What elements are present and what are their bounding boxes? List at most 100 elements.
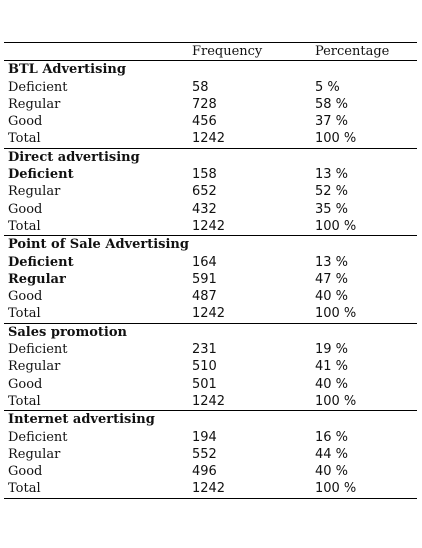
row-label: Deficient (8, 254, 74, 270)
table-row: Total 1242 100 % (4, 393, 417, 411)
frequency-cell: 552 (191, 446, 217, 462)
table-row: Good 487 40 % (4, 288, 417, 305)
table-row: Regular 552 44 % (4, 446, 417, 463)
table-row: Total 1242 100 % (4, 130, 417, 148)
frequency-cell: 194 (191, 429, 217, 445)
table-row: Deficient 158 13 % (4, 166, 417, 183)
row-label: Good (8, 464, 43, 480)
row-label: Deficient (8, 79, 68, 95)
empty-cell (188, 322, 312, 342)
row-label: Deficient (8, 167, 74, 183)
empty-cell (311, 147, 417, 167)
frequency-cell: 1242 (191, 218, 226, 234)
section-title: Internet advertising (4, 410, 189, 429)
percentage-cell: 35 % (314, 201, 348, 217)
percentage-cell: 100 % (314, 218, 357, 234)
percentage-cell: 52 % (314, 184, 348, 200)
table-row: Total 1242 100 % (4, 305, 417, 323)
percentage-cell: 5 % (314, 79, 340, 95)
row-label: Regular (8, 359, 61, 375)
section-header-row: Point of Sale Advertising (4, 235, 417, 254)
frequency-cell: 231 (191, 342, 217, 358)
empty-cell (311, 410, 417, 429)
row-label: Good (8, 376, 43, 392)
percentage-cell: 40 % (314, 464, 348, 480)
frequency-cell: 510 (191, 359, 217, 375)
empty-cell (311, 235, 417, 254)
row-label: Regular (8, 184, 61, 200)
percentage-cell: 13 % (314, 167, 348, 183)
section-header-row: Internet advertising (4, 410, 417, 429)
section-title: Direct advertising (4, 147, 189, 167)
percentage-cell: 100 % (314, 131, 357, 147)
frequency-cell: 1242 (191, 131, 226, 147)
frequency-cell: 728 (191, 96, 217, 112)
row-label: Total (8, 306, 41, 322)
frequency-cell: 1242 (191, 481, 226, 497)
row-label: Total (8, 393, 41, 409)
percentage-cell: 100 % (314, 306, 357, 322)
frequency-cell: 591 (191, 271, 217, 287)
empty-cell (188, 147, 312, 167)
row-label: Good (8, 114, 43, 130)
table-row: Good 496 40 % (4, 463, 417, 480)
header-percentage: Percentage (314, 44, 390, 59)
percentage-cell: 40 % (314, 376, 348, 392)
table-row: Regular 652 52 % (4, 183, 417, 200)
table-row: Deficient 194 16 % (4, 429, 417, 446)
table-row: Deficient 58 5 % (4, 79, 417, 96)
percentage-cell: 44 % (314, 446, 348, 462)
row-label: Regular (8, 96, 61, 112)
table-row: Deficient 164 13 % (4, 254, 417, 271)
table-row: Good 432 35 % (4, 201, 417, 218)
frequency-cell: 487 (191, 289, 217, 305)
frequency-cell: 58 (191, 79, 209, 95)
row-label: Good (8, 201, 43, 217)
frequency-cell: 496 (191, 464, 217, 480)
section-title: BTL Advertising (4, 60, 189, 79)
row-label: Deficient (8, 342, 68, 358)
percentage-cell: 40 % (314, 289, 348, 305)
percentage-cell: 13 % (314, 254, 348, 270)
frequency-table: Frequency Percentage BTL Advertising Defi… (4, 42, 417, 499)
table-body: Frequency Percentage BTL Advertising Defi… (4, 43, 417, 499)
table-header-row: Frequency Percentage (4, 43, 417, 61)
section-title: Point of Sale Advertising (4, 235, 189, 254)
table-row: Regular 591 47 % (4, 271, 417, 288)
percentage-cell: 100 % (314, 481, 357, 497)
header-frequency: Frequency (191, 44, 263, 59)
empty-cell (188, 60, 312, 79)
row-label: Regular (8, 446, 61, 462)
empty-cell (188, 410, 312, 429)
row-label: Total (8, 131, 41, 147)
row-label: Total (8, 218, 41, 234)
frequency-cell: 432 (191, 201, 217, 217)
header-category (4, 43, 189, 61)
percentage-cell: 19 % (314, 342, 348, 358)
table-row: Good 456 37 % (4, 113, 417, 130)
frequency-cell: 1242 (191, 306, 226, 322)
row-label: Deficient (8, 429, 68, 445)
percentage-cell: 41 % (314, 359, 348, 375)
row-label: Good (8, 289, 43, 305)
percentage-cell: 100 % (314, 393, 357, 409)
row-label: Regular (8, 271, 66, 287)
table-row: Regular 728 58 % (4, 96, 417, 113)
table-row: Total 1242 100 % (4, 480, 417, 498)
percentage-cell: 47 % (314, 271, 348, 287)
section-header-row: Sales promotion (4, 322, 417, 342)
frequency-cell: 158 (191, 167, 217, 183)
row-label: Total (8, 481, 41, 497)
frequency-cell: 501 (191, 376, 217, 392)
frequency-cell: 652 (191, 184, 217, 200)
frequency-cell: 456 (191, 114, 217, 130)
table-row: Total 1242 100 % (4, 218, 417, 236)
section-header-row: Direct advertising (4, 147, 417, 167)
table-row: Regular 510 41 % (4, 358, 417, 375)
section-header-row: BTL Advertising (4, 60, 417, 79)
empty-cell (311, 60, 417, 79)
percentage-cell: 58 % (314, 96, 348, 112)
percentage-cell: 16 % (314, 429, 348, 445)
empty-cell (311, 322, 417, 342)
percentage-cell: 37 % (314, 114, 348, 130)
